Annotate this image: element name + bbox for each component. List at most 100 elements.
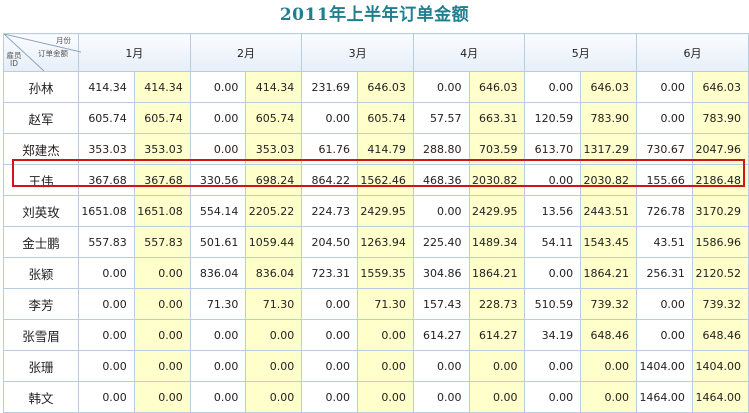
monthly-amount-cell: 0.00	[412, 381, 470, 413]
cumulative-amount-cell: 414.34	[133, 71, 191, 103]
monthly-amount-cell: 510.59	[524, 288, 582, 320]
monthly-amount-cell: 0.00	[636, 319, 693, 351]
monthly-amount-cell: 225.40	[412, 226, 470, 258]
cumulative-amount-cell: 783.90	[580, 102, 638, 134]
employee-name: 金士鹏	[3, 226, 79, 258]
table-row: 韩文 0.00 0.00 0.00 0.00 0.00 0.00 0.00 0.00 0.00 0.…	[3, 381, 749, 413]
employee-name: 王伟	[3, 164, 79, 196]
monthly-amount-cell: 71.30	[189, 288, 247, 320]
monthly-amount-cell: 723.31	[301, 257, 358, 289]
monthly-amount-cell: 367.68	[77, 164, 135, 196]
monthly-amount-cell: 204.50	[301, 226, 358, 258]
monthly-amount-cell: 0.00	[77, 257, 135, 289]
monthly-amount-cell: 0.00	[524, 164, 582, 196]
cumulative-amount-cell: 2030.82	[468, 164, 526, 196]
cumulative-amount-cell: 1543.45	[580, 226, 638, 258]
cumulative-amount-cell: 0.00	[133, 319, 191, 351]
cumulative-amount-cell: 0.00	[245, 319, 303, 351]
monthly-amount-cell: 0.00	[189, 102, 247, 134]
monthly-amount-cell: 0.00	[301, 381, 358, 413]
monthly-amount-cell: 0.00	[636, 102, 693, 134]
cumulative-amount-cell: 228.73	[468, 288, 526, 320]
monthly-amount-cell: 501.61	[189, 226, 247, 258]
monthly-amount-cell: 157.43	[412, 288, 470, 320]
monthly-amount-cell: 0.00	[524, 381, 582, 413]
table-row: 金士鹏 557.83 557.83 501.61 1059.44 204.50 1263.9…	[3, 226, 749, 258]
cumulative-amount-cell: 605.74	[245, 102, 303, 134]
cumulative-amount-cell: 646.03	[691, 71, 749, 103]
cumulative-amount-cell: 2429.95	[356, 195, 414, 227]
cumulative-amount-cell: 703.59	[468, 133, 526, 165]
employee-name: 李芳	[3, 288, 79, 320]
cumulative-amount-cell: 836.04	[245, 257, 303, 289]
monthly-amount-cell: 0.00	[636, 288, 693, 320]
table-row: 孙林 414.34 414.34 0.00 414.34 231.69 646.03 0.00…	[3, 71, 749, 103]
employee-name: 韩文	[3, 381, 79, 413]
cumulative-amount-cell: 2047.96	[691, 133, 749, 165]
table-row: 李芳 0.00 0.00 71.30 71.30 0.00 71.30 157.43 228.7…	[3, 288, 749, 320]
cumulative-amount-cell: 648.46	[691, 319, 749, 351]
cumulative-amount-cell: 0.00	[356, 350, 414, 382]
cumulative-amount-cell: 663.31	[468, 102, 526, 134]
cumulative-amount-cell: 71.30	[245, 288, 303, 320]
monthly-amount-cell: 0.00	[189, 133, 247, 165]
monthly-amount-cell: 0.00	[189, 319, 247, 351]
monthly-amount-cell: 288.80	[412, 133, 470, 165]
monthly-amount-cell: 1404.00	[636, 350, 693, 382]
corner-header: 月份 订单金额 雇员ID	[3, 33, 81, 72]
employee-name: 张珊	[3, 350, 79, 382]
cumulative-amount-cell: 0.00	[468, 381, 526, 413]
cumulative-amount-cell: 739.32	[580, 288, 638, 320]
table-row: 张雪眉 0.00 0.00 0.00 0.00 0.00 0.00 614.27 614.27 3…	[3, 319, 749, 351]
monthly-amount-cell: 0.00	[77, 319, 135, 351]
monthly-amount-cell: 0.00	[412, 350, 470, 382]
monthly-amount-cell: 730.67	[636, 133, 693, 165]
cumulative-amount-cell: 1559.35	[356, 257, 414, 289]
cumulative-amount-cell: 605.74	[133, 102, 191, 134]
monthly-amount-cell: 613.70	[524, 133, 582, 165]
monthly-amount-cell: 61.76	[301, 133, 358, 165]
header-row: 月份 订单金额 雇员ID 1月 2月 3月 4月 5月 6月	[3, 33, 749, 72]
month-header-2: 2月	[189, 33, 303, 72]
monthly-amount-cell: 256.31	[636, 257, 693, 289]
monthly-amount-cell: 0.00	[189, 71, 247, 103]
monthly-amount-cell: 0.00	[77, 288, 135, 320]
monthly-amount-cell: 304.86	[412, 257, 470, 289]
cumulative-amount-cell: 1059.44	[245, 226, 303, 258]
monthly-amount-cell: 0.00	[636, 71, 693, 103]
table-row: 王伟 367.68 367.68 330.56 698.24 864.22 1562.46 4…	[3, 164, 749, 196]
cumulative-amount-cell: 739.32	[691, 288, 749, 320]
cumulative-amount-cell: 1562.46	[356, 164, 414, 196]
monthly-amount-cell: 864.22	[301, 164, 358, 196]
cumulative-amount-cell: 783.90	[691, 102, 749, 134]
cumulative-amount-cell: 646.03	[580, 71, 638, 103]
cumulative-amount-cell: 71.30	[356, 288, 414, 320]
cumulative-amount-cell: 2443.51	[580, 195, 638, 227]
monthly-amount-cell: 557.83	[77, 226, 135, 258]
month-header-1: 1月	[77, 33, 191, 72]
monthly-amount-cell: 0.00	[524, 71, 582, 103]
table-row: 张珊 0.00 0.00 0.00 0.00 0.00 0.00 0.00 0.00 0.00 0.…	[3, 350, 749, 382]
monthly-amount-cell: 0.00	[77, 381, 135, 413]
cumulative-amount-cell: 0.00	[356, 319, 414, 351]
cumulative-amount-cell: 2030.82	[580, 164, 638, 196]
monthly-amount-cell: 0.00	[189, 350, 247, 382]
cumulative-amount-cell: 3170.29	[691, 195, 749, 227]
cumulative-amount-cell: 2429.95	[468, 195, 526, 227]
orders-table: 月份 订单金额 雇员ID 1月 2月 3月 4月 5月 6月 孙林 414.34 4…	[3, 33, 749, 413]
cumulative-amount-cell: 1317.29	[580, 133, 638, 165]
cumulative-amount-cell: 414.79	[356, 133, 414, 165]
cumulative-amount-cell: 1864.21	[580, 257, 638, 289]
cumulative-amount-cell: 0.00	[468, 350, 526, 382]
cumulative-amount-cell: 646.03	[356, 71, 414, 103]
monthly-amount-cell: 330.56	[189, 164, 247, 196]
cumulative-amount-cell: 0.00	[133, 288, 191, 320]
employee-name: 郑建杰	[3, 133, 79, 165]
page-title: 2011年上半年订单金额	[279, 5, 470, 25]
monthly-amount-cell: 353.03	[77, 133, 135, 165]
monthly-amount-cell: 120.59	[524, 102, 582, 134]
cumulative-amount-cell: 0.00	[245, 350, 303, 382]
corner-diagonal-lines	[4, 34, 81, 71]
monthly-amount-cell: 0.00	[524, 350, 582, 382]
cumulative-amount-cell: 0.00	[356, 381, 414, 413]
